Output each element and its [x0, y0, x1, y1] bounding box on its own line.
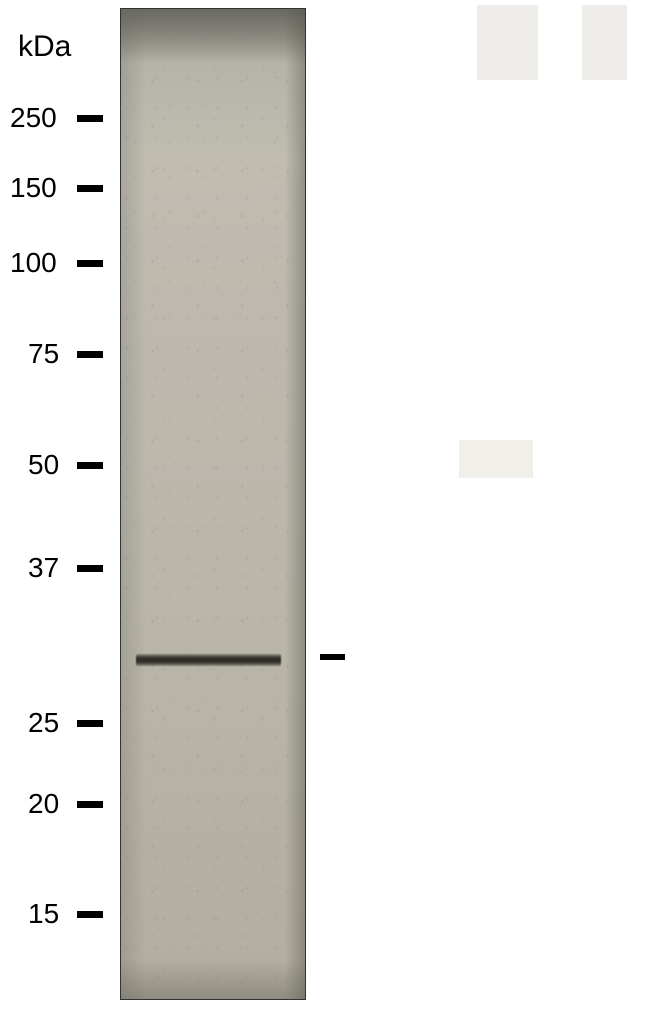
marker-label-250: 250	[10, 102, 57, 134]
blot-texture	[121, 9, 305, 999]
blot-right-shadow	[285, 9, 305, 999]
decorative-block-2	[582, 5, 627, 80]
marker-dash-50	[77, 462, 103, 469]
marker-label-20: 20	[28, 788, 59, 820]
axis-unit-label: kDa	[18, 30, 71, 64]
marker-label-50: 50	[28, 449, 59, 481]
marker-dash-75	[77, 351, 103, 358]
marker-dash-15	[77, 911, 103, 918]
marker-dash-100	[77, 260, 103, 267]
marker-label-100: 100	[10, 247, 57, 279]
marker-dash-37	[77, 565, 103, 572]
marker-dash-150	[77, 185, 103, 192]
marker-label-37: 37	[28, 552, 59, 584]
marker-dash-20	[77, 801, 103, 808]
marker-label-15: 15	[28, 898, 59, 930]
protein-band-main	[136, 654, 281, 666]
decorative-block-3	[459, 440, 533, 478]
marker-label-75: 75	[28, 338, 59, 370]
blot-lane	[120, 8, 306, 1000]
marker-dash-25	[77, 720, 103, 727]
marker-label-150: 150	[10, 172, 57, 204]
western-blot-figure: kDa 250 150 100 75 50 37 25 20 15	[0, 0, 650, 1020]
marker-dash-250	[77, 115, 103, 122]
blot-top-shadow	[121, 9, 305, 64]
marker-label-25: 25	[28, 707, 59, 739]
blot-bottom-shadow	[121, 959, 305, 999]
decorative-block-1	[477, 5, 538, 80]
band-indicator-dash	[320, 654, 345, 660]
blot-left-shadow	[121, 9, 146, 999]
